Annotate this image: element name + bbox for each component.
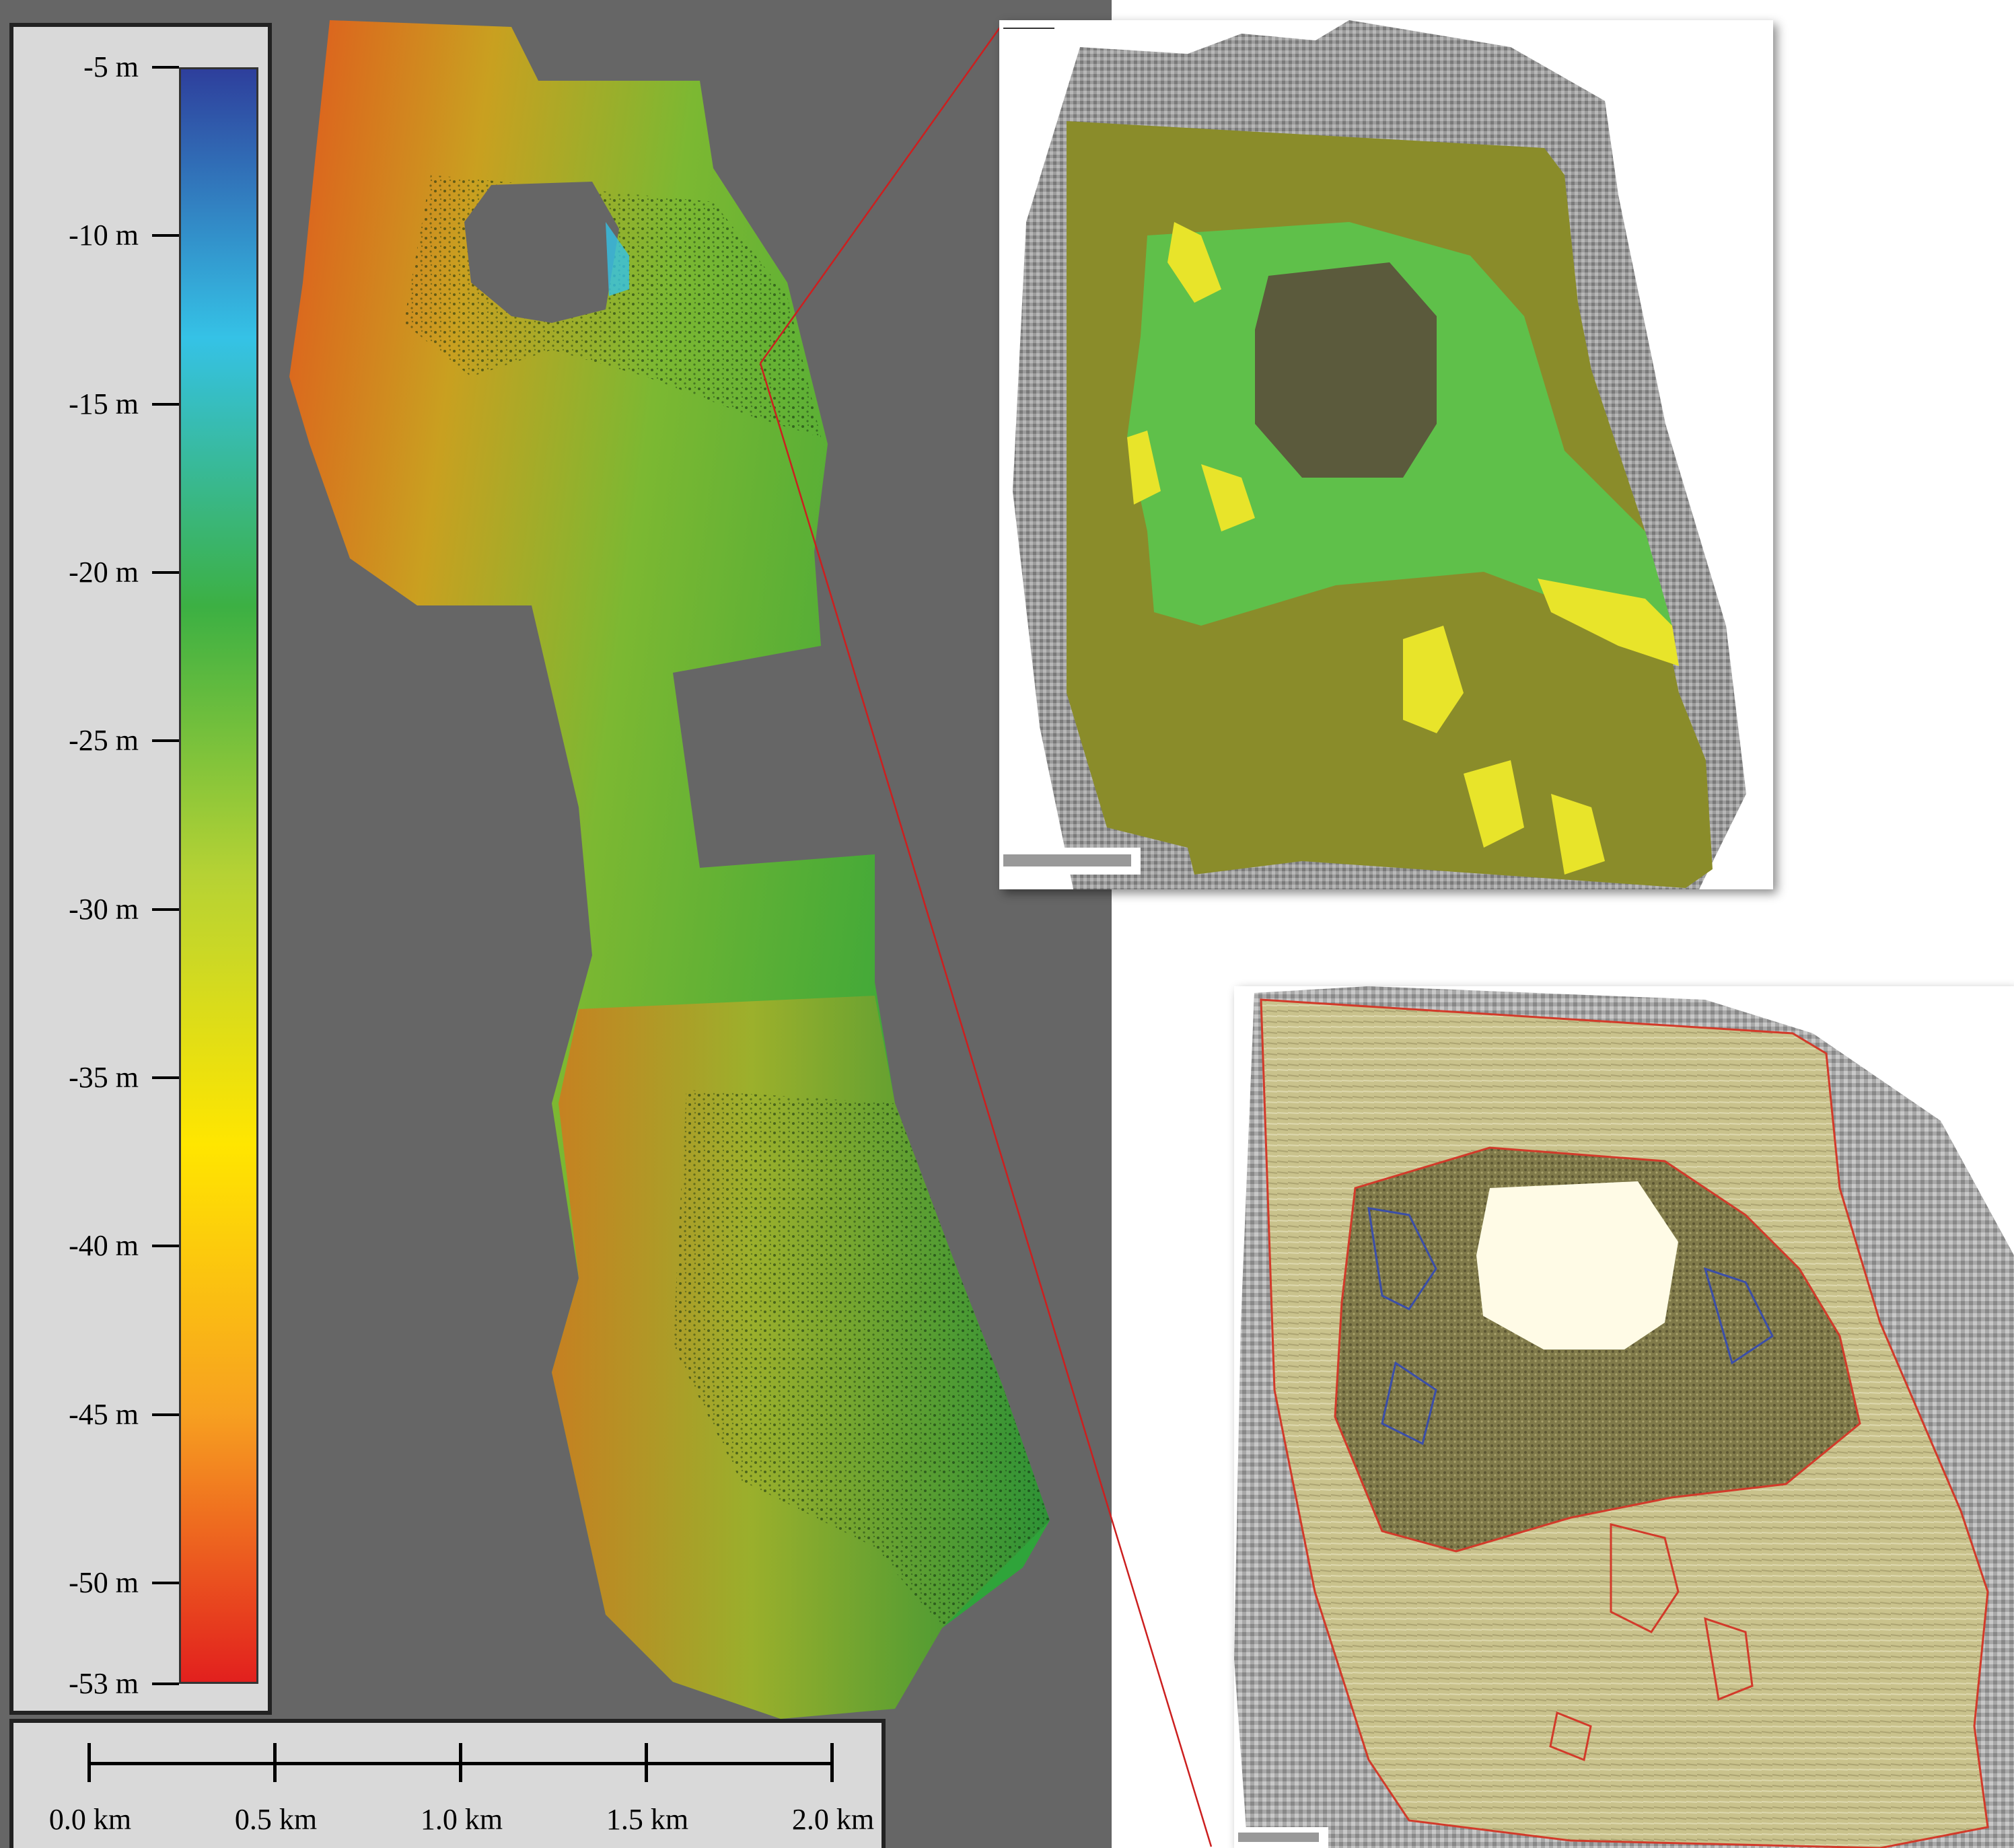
- legend-label: -5 m: [83, 50, 139, 83]
- scale-bar-label: 1.5 km: [606, 1803, 689, 1836]
- legend-tick: [152, 1076, 179, 1079]
- legend-label: -40 m: [69, 1229, 139, 1263]
- scale-bar-tick: [830, 1743, 834, 1782]
- legend-tick: [152, 570, 179, 574]
- legend-label: -10 m: [69, 219, 139, 252]
- legend-tick: [152, 1683, 179, 1685]
- legend-tick: [152, 234, 179, 237]
- legend-label: -20 m: [69, 555, 139, 589]
- depth-legend: -5 m -10 m -15 m -20 m -25 m -30 m -35 m -40 m -…: [9, 23, 272, 1715]
- scale-bar-tick: [644, 1743, 648, 1782]
- legend-label: -45 m: [69, 1397, 139, 1431]
- scale-bar-tick: [87, 1743, 91, 1782]
- scale-bar-tick: [273, 1743, 277, 1782]
- legend-tick: [152, 1245, 179, 1248]
- legend-label: -15 m: [69, 387, 139, 420]
- classification-inset-map: [999, 20, 1773, 889]
- legend-tick: [152, 1413, 179, 1416]
- legend-tick: [152, 739, 179, 743]
- depth-color-bar: [179, 67, 258, 1684]
- scale-bar-label: 1.0 km: [420, 1803, 503, 1836]
- legend-label: -25 m: [69, 724, 139, 757]
- legend-label: -53 m: [69, 1667, 139, 1700]
- legend-tick: [152, 66, 179, 69]
- scale-bar-label: 2.0 km: [791, 1803, 875, 1836]
- scale-bar-tick: [458, 1743, 462, 1782]
- legend-label: -35 m: [69, 1060, 139, 1094]
- legend-tick: [152, 908, 179, 911]
- scale-bar: 0.0 km 0.5 km 1.0 km 1.5 km 2.0 km: [9, 1719, 886, 1848]
- scale-bar-label: 0.5 km: [234, 1803, 318, 1836]
- scale-bar-label: 0.0 km: [48, 1803, 132, 1836]
- relief-outline-inset-map: [1234, 986, 2014, 1848]
- legend-label: -30 m: [69, 892, 139, 926]
- legend-tick: [152, 402, 179, 406]
- legend-tick: [152, 1581, 179, 1584]
- legend-label: -50 m: [69, 1565, 139, 1599]
